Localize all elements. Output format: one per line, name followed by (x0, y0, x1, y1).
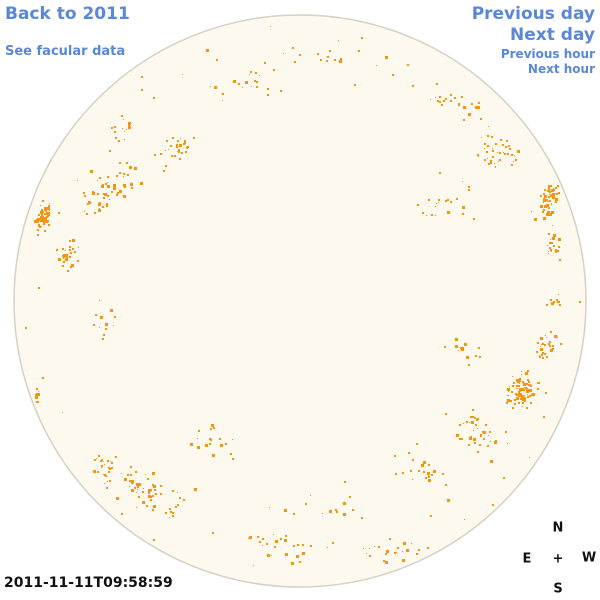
previous-day-link[interactable]: Previous day (471, 4, 595, 24)
observation-timestamp: 2011-11-11T09:58:59 (4, 575, 173, 591)
hour-navigation: Previous hour Next hour (501, 47, 595, 77)
previous-hour-link[interactable]: Previous hour (500, 47, 595, 61)
faculae-spots (25, 26, 581, 566)
back-to-year-link[interactable]: Back to 2011 (5, 4, 130, 24)
next-hour-link[interactable]: Next hour (527, 62, 595, 76)
facular-data-link[interactable]: See facular data (5, 44, 126, 59)
day-navigation: Previous day Next day (472, 4, 595, 46)
next-day-link[interactable]: Next day (510, 25, 595, 45)
solar-disk-circle (13, 14, 587, 588)
